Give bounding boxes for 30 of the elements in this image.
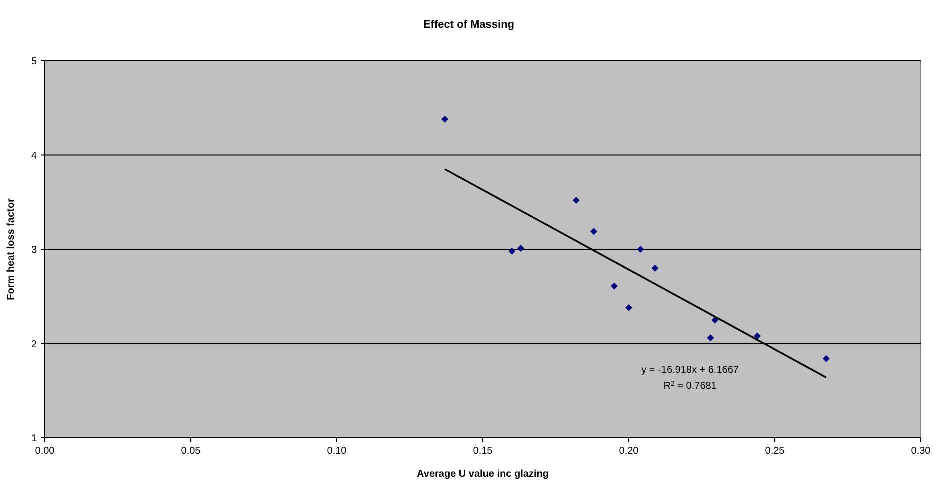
y-tick-label: 4 <box>31 150 38 162</box>
x-tick-label: 0.00 <box>35 446 56 457</box>
point <box>508 248 516 255</box>
point <box>517 245 524 252</box>
y-tick-label: 5 <box>31 56 38 68</box>
x-axis-title: Average U value inc glazing <box>417 469 549 480</box>
point <box>442 116 449 123</box>
x-tick-label: 0.20 <box>619 446 640 457</box>
point <box>572 196 580 204</box>
x-tick-label: 0.25 <box>765 446 786 457</box>
x-tick-label: 0.10 <box>327 446 348 457</box>
annotation: y = -16.918x + 6.1667 <box>642 364 740 376</box>
point <box>822 355 830 362</box>
chart-title: Effect of Massing <box>423 19 515 31</box>
point <box>754 332 761 340</box>
point <box>712 316 719 324</box>
x-tick-label: 0.30 <box>911 446 932 457</box>
y-tick-label: 1 <box>31 434 38 444</box>
y-tick-label: 2 <box>31 339 38 350</box>
point <box>652 264 659 272</box>
point <box>707 334 714 342</box>
y-axis-title: Form heat loss factor <box>6 198 17 300</box>
point <box>590 228 598 236</box>
x-tick-label: 0.05 <box>181 446 202 457</box>
point <box>626 304 632 312</box>
y-tick-label: 3 <box>31 245 38 256</box>
annotation: R$^{2}$ = 0.7681 <box>664 380 718 392</box>
point <box>610 282 618 290</box>
x-tick-label: 0.15 <box>473 446 494 457</box>
point <box>637 246 644 253</box>
